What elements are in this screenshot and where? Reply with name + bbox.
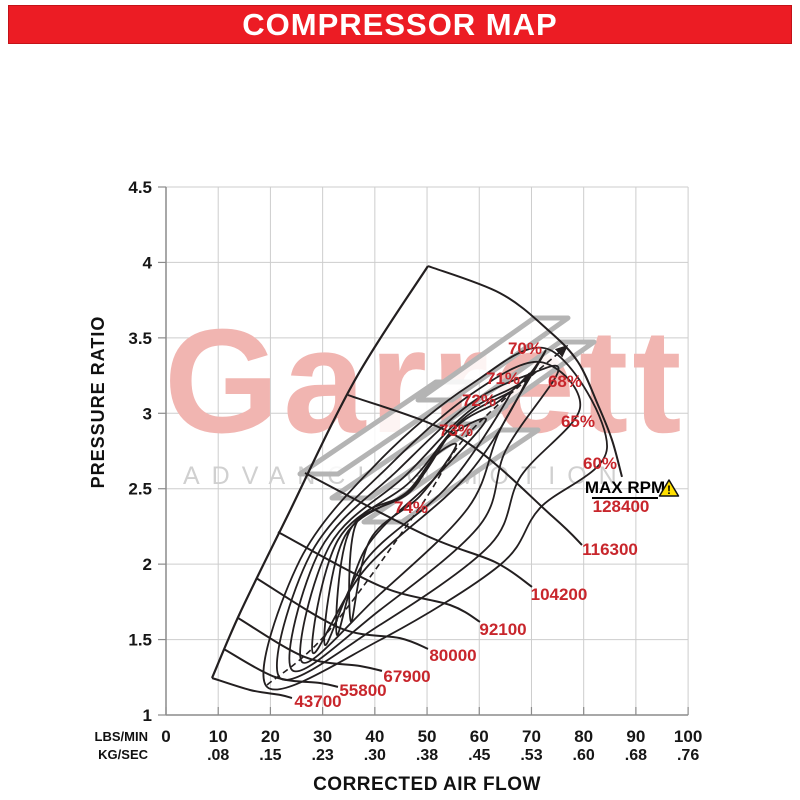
rpm-label-128400: 128400	[593, 497, 650, 516]
x-tick-kg-.30: .30	[364, 747, 386, 764]
page-title: COMPRESSOR MAP	[242, 6, 558, 42]
x-tick-lbs-70: 70	[522, 727, 541, 746]
x-unit-lbs-min: LBS/MIN	[94, 729, 148, 744]
efficiency-trend-line	[266, 344, 569, 686]
rpm-label-43700: 43700	[294, 692, 341, 711]
speed-line-92100	[277, 531, 481, 623]
speed-line-67900	[237, 617, 383, 672]
x-tick-lbs-100: 100	[674, 727, 702, 746]
y-tick-3.5: 3.5	[128, 329, 152, 348]
x-tick-kg-.15: .15	[259, 747, 281, 764]
efficiency-label-60%: 60%	[583, 454, 617, 473]
y-tick-labels: 1 1.5 2 2.5 3 3.5 4 4.5	[128, 178, 152, 725]
max-rpm-annotation: MAX RPM!	[585, 478, 680, 500]
efficiency-island-71%	[311, 372, 531, 654]
efficiency-label-65%: 65%	[561, 412, 595, 431]
efficiency-label-70%: 70%	[508, 339, 542, 358]
x-tick-kg-.60: .60	[573, 747, 595, 764]
x-tick-lbs-10: 10	[209, 727, 228, 746]
x-tick-kg-.38: .38	[416, 747, 438, 764]
rpm-label-92100: 92100	[479, 620, 526, 639]
speed-line-116300	[347, 394, 583, 546]
rpm-label-55800: 55800	[339, 681, 386, 700]
x-tick-lbs-80: 80	[574, 727, 593, 746]
x-tick-lbs-90: 90	[626, 727, 645, 746]
y-axis-title: PRESSURE RATIO	[88, 315, 108, 489]
efficiency-label-71%: 71%	[486, 369, 520, 388]
x-tick-kg-.23: .23	[312, 747, 334, 764]
rpm-label-67900: 67900	[383, 667, 430, 686]
x-tick-lbs-40: 40	[365, 727, 384, 746]
x-axis-title: CORRECTED AIR FLOW	[313, 774, 541, 795]
warning-exclamation: !	[667, 483, 671, 497]
y-tick-3: 3	[143, 404, 152, 423]
speed-lines	[211, 265, 623, 699]
x-tick-lbs-60: 60	[470, 727, 489, 746]
y-tick-4.5: 4.5	[128, 178, 152, 197]
y-tick-2.5: 2.5	[128, 480, 152, 499]
speed-line-55800	[223, 648, 339, 688]
efficiency-label-73%: 73%	[439, 421, 473, 440]
x-tick-lbs-0: 0	[161, 727, 170, 746]
x-tick-lbs-30: 30	[313, 727, 332, 746]
rpm-label-116300: 116300	[582, 540, 638, 559]
efficiency-label-72%: 72%	[462, 391, 496, 410]
speed-line-128400	[427, 265, 623, 478]
efficiency-label-68%: 68%	[548, 372, 582, 391]
x-tick-labels: 0 10.0820.1530.2340.3050.3860.4570.5380.6…	[161, 727, 702, 764]
title-banner: COMPRESSOR MAP	[8, 5, 792, 44]
y-tick-2: 2	[143, 555, 152, 574]
efficiency-label-74%: 74%	[394, 498, 428, 517]
efficiency-island-70%	[299, 349, 547, 664]
rpm-label-104200: 104200	[531, 585, 588, 604]
watermark-motif	[297, 315, 597, 525]
efficiency-island-60%	[262, 346, 608, 691]
x-unit-kg-sec: KG/SEC	[98, 747, 148, 762]
x-tick-kg-.08: .08	[207, 747, 229, 764]
efficiency-islands	[262, 346, 608, 691]
warning-triangle-icon	[658, 479, 680, 497]
x-tick-kg-.45: .45	[468, 747, 490, 764]
y-tick-4: 4	[143, 253, 153, 272]
efficiency-labels: 60% 65% 68% 70% 71% 72% 73% 74%	[394, 339, 617, 517]
surge-line	[210, 265, 429, 679]
speed-line-80000	[255, 577, 429, 650]
x-tick-kg-.76: .76	[677, 747, 699, 764]
garrett-watermark: Garrett	[164, 299, 686, 464]
speed-line-104200	[304, 472, 533, 588]
efficiency-island-68%	[288, 364, 560, 673]
speed-line-43700	[211, 677, 293, 699]
y-tick-1: 1	[143, 706, 152, 725]
rpm-label-80000: 80000	[429, 646, 476, 665]
x-tick-kg-.68: .68	[625, 747, 647, 764]
max-rpm-label: MAX RPM	[585, 478, 665, 497]
y-tick-1.5: 1.5	[128, 631, 152, 650]
x-tick-lbs-50: 50	[418, 727, 437, 746]
axes	[158, 186, 689, 716]
x-tick-kg-.53: .53	[520, 747, 542, 764]
efficiency-island-74%	[348, 442, 458, 623]
x-tick-lbs-20: 20	[261, 727, 280, 746]
